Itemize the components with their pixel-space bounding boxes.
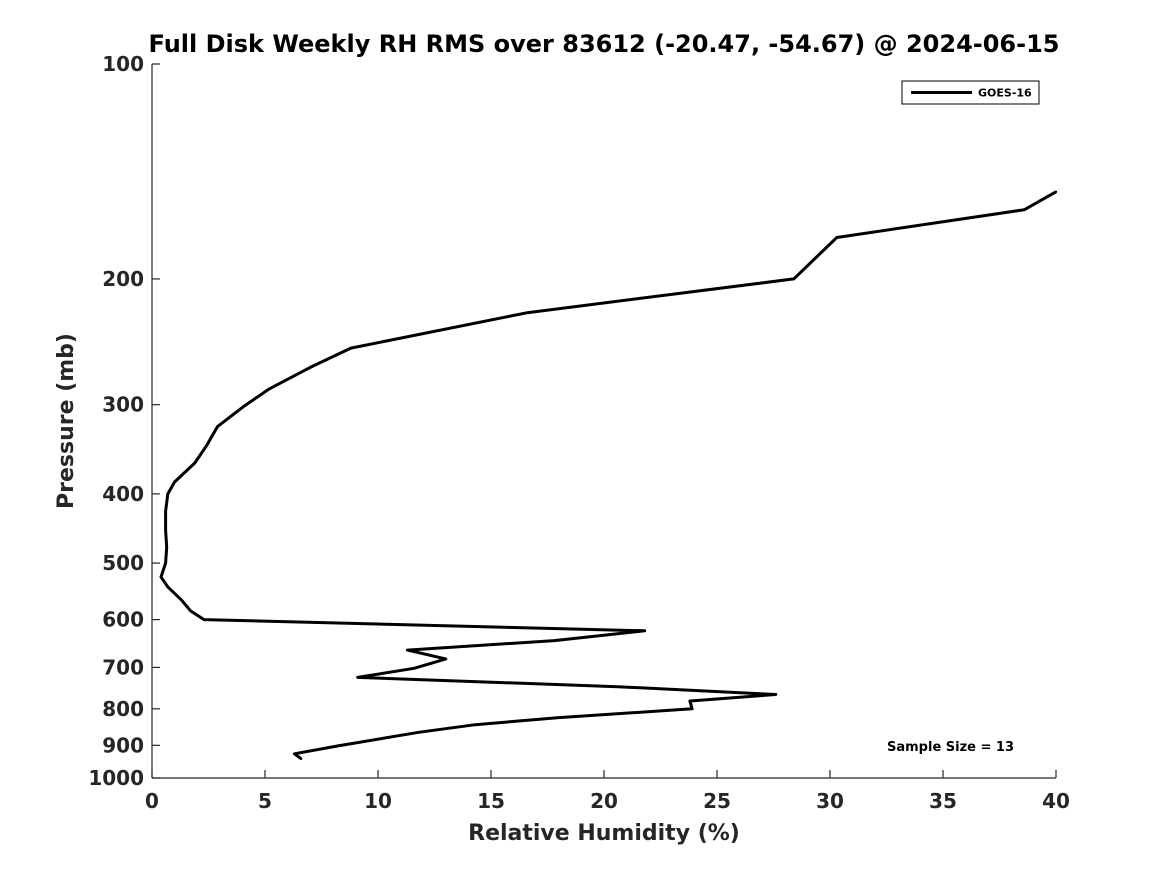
y-tick-label: 1000 — [88, 766, 144, 790]
data-point — [474, 723, 477, 726]
data-point — [216, 425, 219, 428]
data-point — [300, 757, 303, 760]
y-tick-label: 300 — [102, 393, 144, 417]
legend-series-label: GOES-16 — [978, 87, 1032, 100]
data-point — [616, 685, 619, 688]
y-tick-label: 100 — [102, 52, 144, 76]
x-ticks: 0 5 10 15 20 25 30 35 40 — [145, 770, 1070, 813]
x-tick-label: 0 — [145, 789, 159, 813]
sample-size-annotation: Sample Size = 13 — [887, 740, 1014, 755]
x-axis-title: Relative Humidity (%) — [468, 821, 740, 846]
y-tick-label: 900 — [102, 733, 144, 757]
data-point — [193, 461, 197, 465]
legend: GOES-16 — [901, 80, 1040, 105]
data-point — [774, 693, 777, 696]
data-point — [792, 277, 795, 281]
data-point — [205, 445, 208, 448]
data-point — [835, 236, 838, 239]
x-tick-label: 5 — [258, 789, 272, 813]
data-point — [406, 648, 409, 652]
x-tick-label: 15 — [477, 789, 505, 813]
data-point — [243, 404, 246, 407]
y-tick-label: 400 — [102, 482, 144, 506]
x-tick-label: 25 — [703, 789, 731, 813]
plot-area: 0 5 10 15 20 25 30 35 40 100 200 300 400 500 600 700 80… — [88, 52, 1070, 813]
data-point — [690, 707, 694, 710]
data-point — [553, 639, 556, 642]
y-tick-label: 700 — [102, 655, 144, 679]
data-point — [180, 598, 183, 602]
y-axis-title: Pressure (mb) — [54, 333, 79, 509]
data-point — [444, 657, 447, 661]
x-tick-label: 35 — [929, 789, 957, 813]
data-point — [417, 731, 420, 734]
data-point — [1054, 190, 1058, 193]
data-point — [349, 346, 353, 350]
data-point — [526, 311, 529, 314]
y-tick-label: 500 — [102, 551, 144, 575]
x-tick-label: 20 — [590, 789, 618, 813]
x-tick-label: 40 — [1042, 789, 1070, 813]
data-point — [268, 387, 271, 390]
data-point — [356, 676, 359, 679]
data-point — [336, 744, 339, 748]
data-point — [173, 480, 176, 484]
series-layer — [159, 190, 1058, 761]
data-point — [189, 609, 192, 612]
data-point — [557, 716, 560, 719]
data-point — [166, 492, 169, 496]
data-point — [165, 546, 168, 549]
chart-title: Full Disk Weekly RH RMS over 83612 (-20.… — [149, 30, 1060, 58]
data-point — [309, 366, 312, 369]
data-point — [164, 510, 167, 513]
data-point — [688, 699, 692, 703]
y-tick-label: 800 — [102, 697, 144, 721]
data-point — [293, 752, 296, 755]
data-point — [164, 561, 167, 565]
data-point — [159, 575, 163, 579]
x-tick-label: 30 — [816, 789, 844, 813]
data-point — [643, 629, 646, 632]
data-point — [166, 585, 169, 589]
y-tick-label: 200 — [102, 267, 144, 291]
data-point — [202, 618, 206, 621]
data-point — [413, 667, 416, 670]
x-tick-label: 10 — [364, 789, 392, 813]
data-point — [164, 529, 167, 532]
y-ticks: 100 200 300 400 500 600 700 800 900 1000 — [88, 52, 160, 790]
y-tick-label: 600 — [102, 608, 144, 632]
data-point — [1023, 208, 1026, 211]
